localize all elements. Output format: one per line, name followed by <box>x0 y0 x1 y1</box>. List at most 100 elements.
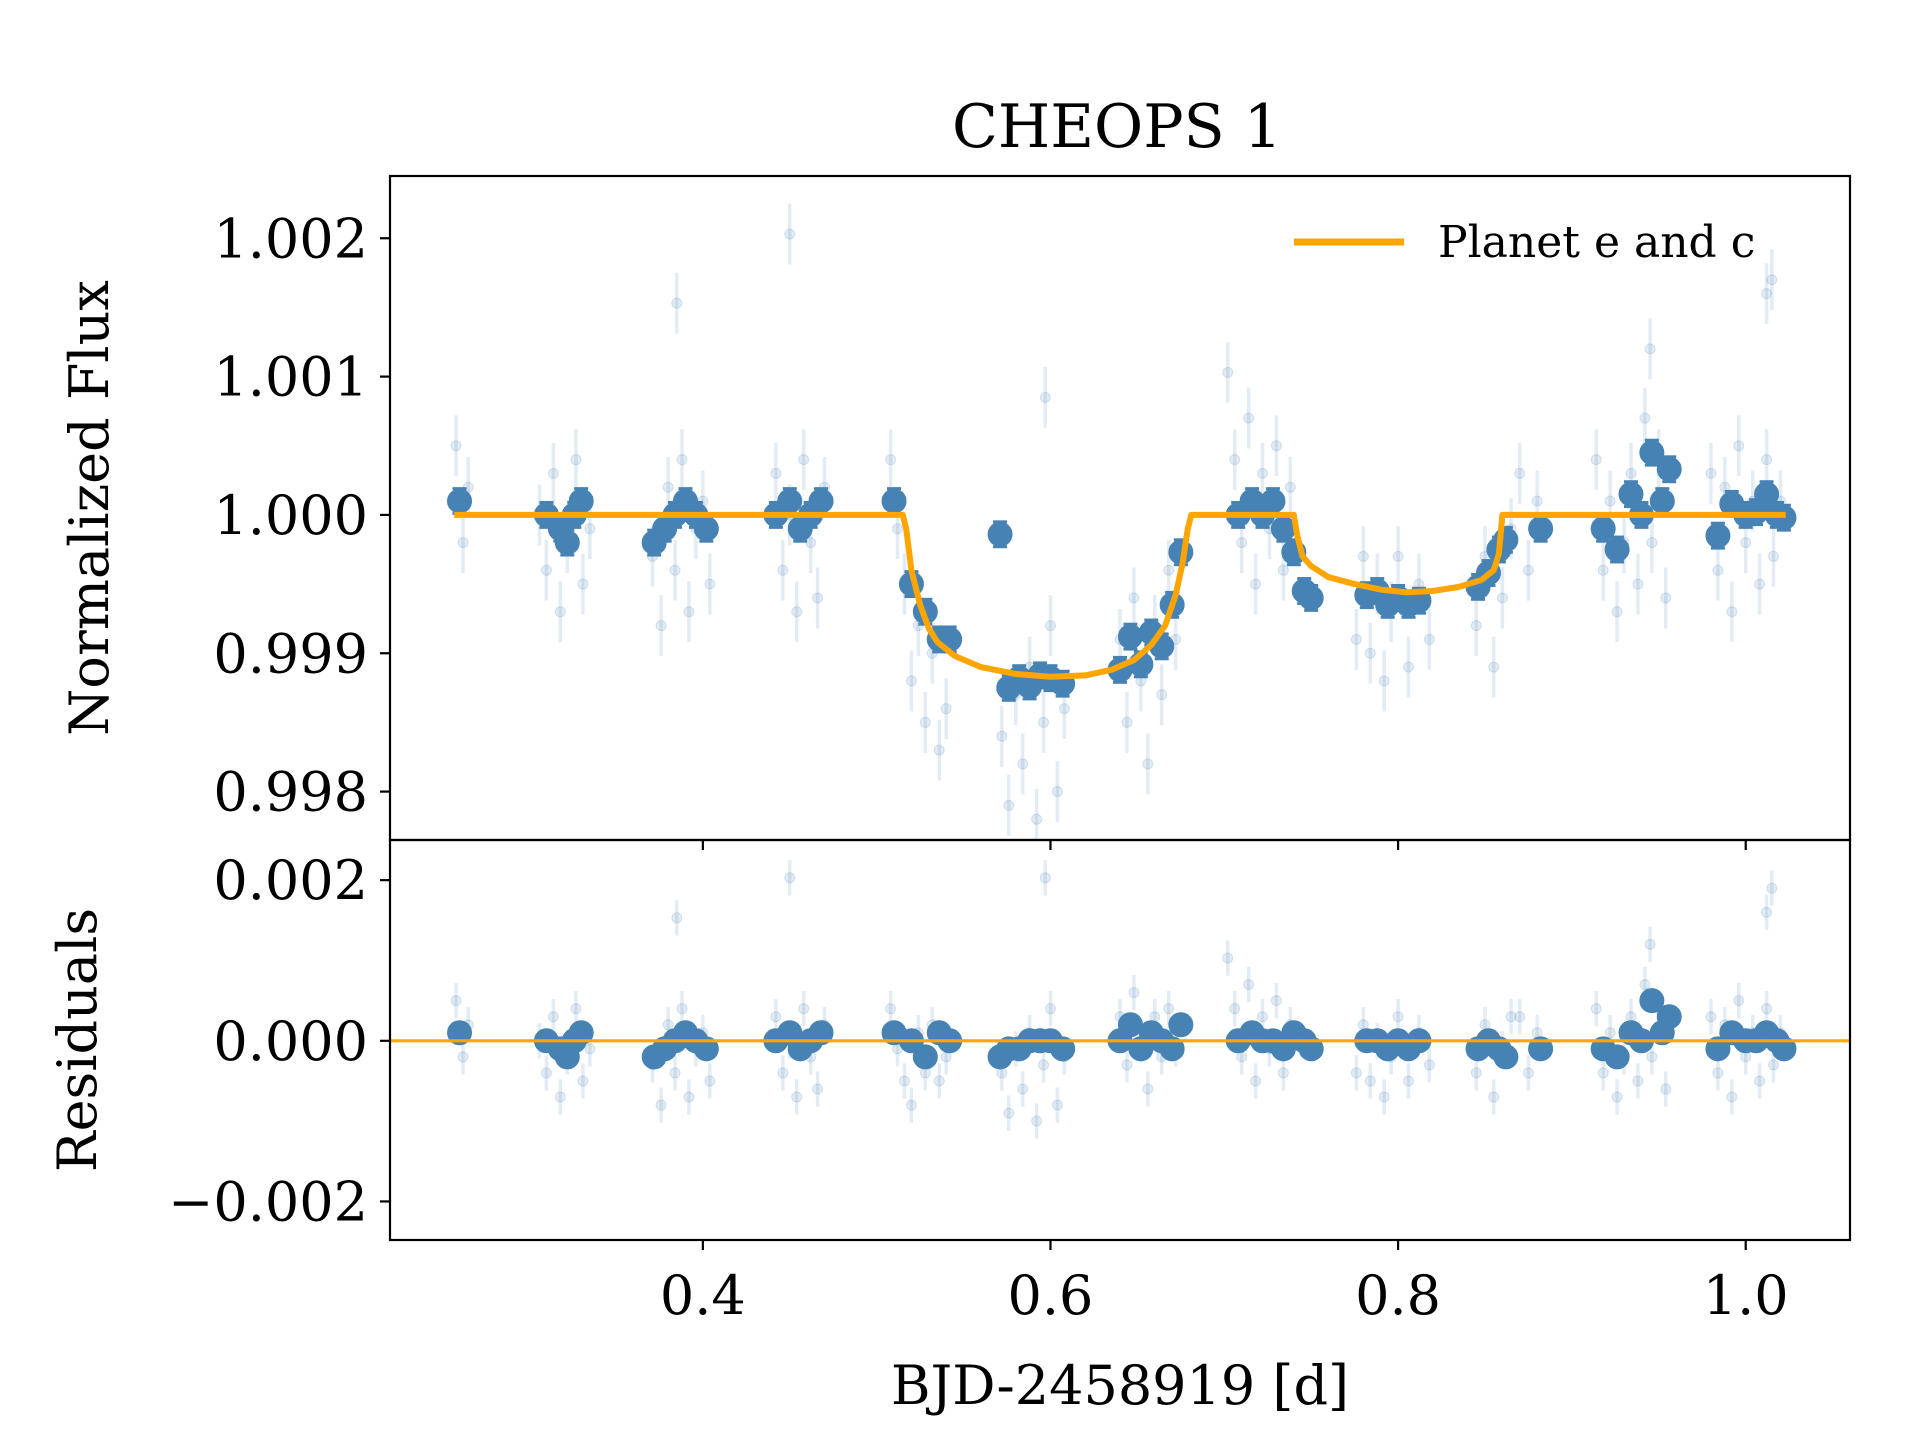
bottom-raw-point <box>704 1075 716 1087</box>
bottom-raw-point <box>1038 1059 1050 1071</box>
top-raw-point <box>1350 633 1362 645</box>
top-raw-point <box>1364 647 1376 659</box>
top-raw-point <box>1531 495 1543 507</box>
top-raw-point <box>457 537 469 549</box>
bottom-raw-point <box>1639 979 1651 991</box>
top-raw-point <box>1163 564 1175 576</box>
top-raw-point <box>1017 758 1029 770</box>
bottom-raw-point <box>1163 1003 1175 1015</box>
bottom-raw-point <box>1505 1011 1517 1023</box>
top-binned-point <box>1639 440 1665 466</box>
bottom-raw-point <box>812 1083 824 1095</box>
top-raw-point <box>1423 633 1435 645</box>
bottom-raw-point <box>1229 1003 1241 1015</box>
bottom-raw-point <box>1705 1011 1717 1023</box>
top-raw-point <box>1726 606 1738 618</box>
bottom-raw-point <box>1364 1075 1376 1087</box>
bottom-binned-point <box>1705 1036 1731 1062</box>
top-raw-point <box>1038 716 1050 728</box>
top-binned-point <box>693 516 719 542</box>
top-raw-point <box>933 744 945 756</box>
top-raw-point <box>1611 606 1623 618</box>
bottom-raw-point <box>1733 995 1745 1007</box>
top-raw-point <box>1121 716 1133 728</box>
top-panel: 0.998 0.999 1.000 1.001 1.002 Normalized Flu… <box>58 174 1852 850</box>
top-binned-point <box>1754 481 1780 507</box>
bottom-raw-point <box>655 1099 667 1111</box>
top-raw-point <box>1039 391 1051 403</box>
top-raw-point <box>1051 786 1063 798</box>
bottom-raw-point <box>450 995 462 1007</box>
top-raw-point <box>1236 537 1248 549</box>
top-raw-point <box>1639 412 1651 424</box>
chart-title: CHEOPS 1 <box>952 92 1282 162</box>
bottom-raw-point <box>577 1075 589 1087</box>
top-raw-point <box>1250 578 1262 590</box>
bottom-raw-point <box>570 1003 582 1015</box>
bottom-raw-point <box>933 1075 945 1087</box>
top-raw-point <box>1768 550 1780 562</box>
bottom-binned-point <box>1656 1004 1682 1030</box>
top-raw-point <box>791 606 803 618</box>
bottom-raw-point <box>1243 979 1255 991</box>
top-raw-point <box>1044 620 1056 632</box>
top-raw-point <box>1705 467 1717 479</box>
top-raw-point <box>1257 467 1269 479</box>
bottom-binned-point <box>1298 1036 1324 1062</box>
top-raw-point <box>1733 440 1745 452</box>
bottom-binned-point <box>808 1020 834 1046</box>
bottom-raw-point <box>1740 1051 1752 1063</box>
bottom-raw-point <box>457 1051 469 1063</box>
top-raw-point <box>1142 758 1154 770</box>
top-raw-point <box>1597 564 1609 576</box>
top-raw-point <box>584 523 596 535</box>
top-raw-point <box>662 481 674 493</box>
bottom-binned-point <box>1771 1036 1797 1062</box>
bottom-x-tick-label: 1.0 <box>1703 1264 1789 1327</box>
bottom-raw-point <box>770 1011 782 1023</box>
bottom-raw-point <box>1423 1059 1435 1071</box>
bottom-raw-point <box>1350 1067 1362 1079</box>
top-binned-point <box>1260 488 1286 514</box>
top-raw-point <box>996 730 1008 742</box>
top-raw-point <box>777 564 789 576</box>
top-raw-point <box>570 454 582 466</box>
bottom-raw-point <box>1039 872 1051 884</box>
bottom-raw-point <box>1531 1027 1543 1039</box>
top-binned-point <box>554 530 580 556</box>
top-raw-point <box>1470 620 1482 632</box>
bottom-raw-point <box>1646 1051 1658 1063</box>
top-model-layer <box>454 511 1786 680</box>
bottom-binned-point <box>693 1036 719 1062</box>
top-binned-point <box>1705 523 1731 549</box>
bottom-binned-point <box>1493 1044 1519 1070</box>
top-raw-point <box>1270 440 1282 452</box>
bottom-binned-point <box>447 1020 473 1046</box>
top-raw-point <box>1003 799 1015 811</box>
bottom-raw-point <box>898 1075 910 1087</box>
top-binned-point <box>1604 537 1630 562</box>
bottom-raw-point <box>669 1067 681 1079</box>
bottom-raw-point <box>784 872 796 884</box>
bottom-raw-point <box>1514 1011 1526 1023</box>
top-x-ticks <box>701 840 1747 850</box>
top-raw-point <box>1644 343 1656 355</box>
top-binned-point <box>447 488 473 514</box>
top-y-tick-label: 0.998 <box>213 761 368 824</box>
top-raw-point <box>1766 274 1778 286</box>
top-binned-point <box>1618 481 1644 507</box>
bottom-raw-point <box>547 1011 559 1023</box>
top-raw-point <box>919 716 931 728</box>
bottom-raw-point <box>919 1067 931 1079</box>
top-raw-point <box>812 592 824 604</box>
top-y-axis: 0.998 0.999 1.000 1.001 1.002 <box>213 207 390 824</box>
bottom-y-tick-label: −0.002 <box>168 1170 368 1233</box>
top-binned-point <box>1656 456 1682 482</box>
bottom-binned-point <box>1159 1036 1185 1062</box>
top-raw-point <box>1604 495 1616 507</box>
bottom-raw-point <box>1357 1019 1369 1031</box>
bottom-raw-point <box>1726 1091 1738 1103</box>
top-raw-point <box>1243 412 1255 424</box>
